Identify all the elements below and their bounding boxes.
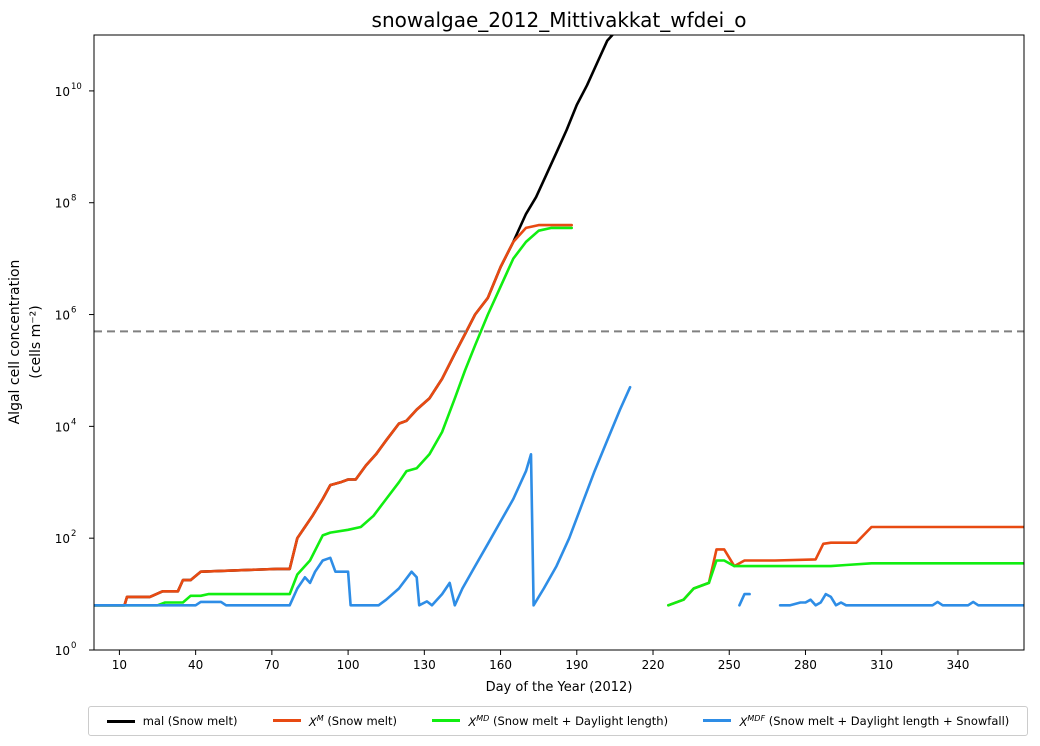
legend-label-mal: mal (Snow melt): [142, 714, 238, 728]
y-axis-label-line2: (cells m⁻²): [28, 305, 44, 378]
series-layer: [94, 35, 1024, 607]
legend-swatch-xm: [272, 719, 301, 723]
legend-item-xm: XM (Snow melt): [272, 713, 397, 729]
y-tick-label-6: 10: [55, 309, 70, 323]
x-tick-label-10: 10: [112, 658, 127, 672]
y-tick-exponent-4: 4: [71, 417, 76, 427]
x-tick-label-160: 160: [489, 658, 512, 672]
legend-label-xm: XM (Snow melt): [308, 713, 397, 729]
y-tick-label-2: 10: [55, 532, 70, 546]
series-line-3-seg-1: [738, 592, 751, 607]
x-tick-label-100: 100: [337, 658, 360, 672]
series-line-0-seg-0: [94, 35, 614, 607]
x-tick-label-70: 70: [264, 658, 279, 672]
x-tick-label-310: 310: [870, 658, 893, 672]
legend-swatch-mal: [106, 719, 135, 723]
legend-swatch-xmd: [432, 719, 461, 723]
legend-label-xmdf: XMDF (Snow melt + Daylight length + Snow…: [739, 713, 1010, 729]
legend-label-xmd: XMD (Snow melt + Daylight length): [468, 713, 669, 729]
legend: mal (Snow melt) XM (Snow melt) XMD (Snow…: [88, 706, 1028, 736]
x-axis-label: Day of the Year (2012): [486, 680, 633, 695]
y-axis-label: Algal cell concentration (cells m⁻²): [7, 260, 44, 425]
series-line-3-seg-2: [778, 592, 1024, 607]
y-tick-label-0: 10: [55, 644, 70, 658]
x-tick-label-190: 190: [565, 658, 588, 672]
legend-swatch-xmdf: [703, 719, 732, 723]
x-axis: 10 40 70 100 130 160 190 220 250 280 310 340: [112, 650, 969, 672]
x-tick-label-220: 220: [642, 658, 665, 672]
y-tick-label-8: 10: [55, 197, 70, 211]
x-tick-label-40: 40: [188, 658, 203, 672]
y-tick-exponent-0: 0: [71, 641, 76, 651]
x-tick-label-250: 250: [718, 658, 741, 672]
legend-item-xmdf: XMDF (Snow melt + Daylight length + Snow…: [703, 713, 1010, 729]
x-tick-label-130: 130: [413, 658, 436, 672]
y-tick-label-10: 10: [55, 85, 70, 99]
series-line-2-seg-1: [667, 559, 1024, 607]
x-tick-label-280: 280: [794, 658, 817, 672]
legend-sym-xmd: XMD: [468, 713, 490, 729]
series-line-2-seg-0: [94, 226, 573, 607]
y-tick-exponent-2: 2: [71, 529, 76, 539]
y-axis-label-line1: Algal cell concentration: [7, 260, 23, 425]
y-tick-exponent-8: 8: [71, 194, 76, 204]
y-tick-label-4: 10: [55, 420, 70, 434]
legend-sym-xm: XM: [308, 713, 324, 729]
y-tick-exponent-6: 6: [71, 306, 76, 316]
chart-title: snowalgae_2012_Mittivakkat_wfdei_o: [372, 8, 747, 32]
x-tick-label-340: 340: [946, 658, 969, 672]
plot-frame: [93, 34, 1025, 651]
legend-item-mal: mal (Snow melt): [106, 714, 238, 728]
y-tick-exponent-10: 10: [71, 82, 82, 92]
series-line-3-seg-0: [94, 385, 632, 607]
series-line-1-seg-0: [94, 223, 573, 607]
legend-item-xmd: XMD (Snow melt + Daylight length): [432, 713, 669, 729]
legend-sym-xmdf: XMDF: [739, 713, 766, 729]
